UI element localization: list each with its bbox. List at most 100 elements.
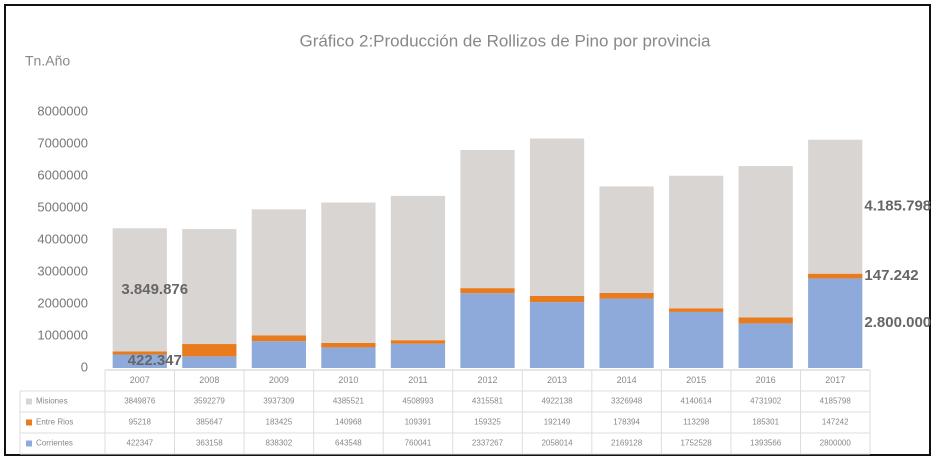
table-cell: 3592279 bbox=[194, 397, 226, 406]
table-cell: 95218 bbox=[129, 418, 152, 427]
table-cell: 385647 bbox=[196, 418, 223, 427]
x-tick-label: 2013 bbox=[547, 375, 567, 385]
legend-label: Corrientes bbox=[36, 439, 73, 448]
x-tick-label: 2017 bbox=[825, 375, 845, 385]
table-cell: 185301 bbox=[752, 418, 779, 427]
bar bbox=[182, 229, 237, 345]
bar bbox=[182, 356, 237, 368]
bar bbox=[529, 138, 585, 296]
bar bbox=[112, 354, 167, 368]
table-cell: 4731902 bbox=[750, 397, 782, 406]
x-tick-label: 2007 bbox=[130, 375, 150, 385]
bar bbox=[182, 344, 237, 357]
table-cell: 3326948 bbox=[611, 397, 643, 406]
y-tick-label: 7000000 bbox=[37, 135, 88, 150]
bar bbox=[251, 209, 306, 336]
table-cell: 643548 bbox=[335, 439, 362, 448]
bar bbox=[808, 139, 863, 274]
bar bbox=[321, 202, 376, 343]
table-cell: 4185798 bbox=[820, 397, 852, 406]
x-tick-label: 2014 bbox=[617, 375, 637, 385]
table-cell: 4385521 bbox=[333, 397, 365, 406]
table-cell: 178394 bbox=[613, 418, 640, 427]
bar bbox=[669, 308, 724, 312]
x-tick-label: 2012 bbox=[477, 375, 497, 385]
bar bbox=[738, 323, 793, 368]
table-cell: 363158 bbox=[196, 439, 223, 448]
legend-swatch bbox=[26, 398, 32, 405]
bar bbox=[669, 175, 724, 309]
table-cell: 838302 bbox=[266, 439, 293, 448]
chart-title: Gráfico 2:Producción de Rollizos de Pino… bbox=[299, 31, 711, 50]
table-cell: 2058014 bbox=[541, 439, 573, 448]
bar bbox=[808, 278, 863, 368]
table-cell: 1752528 bbox=[681, 439, 713, 448]
legend-label: Misiones bbox=[36, 397, 68, 406]
legend-label: Entre Rios bbox=[36, 418, 73, 427]
bar bbox=[390, 340, 446, 344]
table-cell: 422347 bbox=[126, 439, 153, 448]
bar bbox=[390, 195, 446, 341]
data-label: 422.347 bbox=[128, 352, 182, 369]
y-tick-label: 8000000 bbox=[37, 103, 88, 118]
y-tick-label: 4000000 bbox=[37, 231, 88, 246]
y-tick-label: 6000000 bbox=[37, 167, 88, 182]
x-tick-label: 2008 bbox=[199, 375, 219, 385]
x-tick-label: 2010 bbox=[338, 375, 358, 385]
table-cell: 3849876 bbox=[124, 397, 156, 406]
table-cell: 760041 bbox=[405, 439, 432, 448]
y-tick-label: 1000000 bbox=[37, 327, 88, 342]
x-tick-label: 2016 bbox=[756, 375, 776, 385]
bar bbox=[460, 288, 515, 294]
bar bbox=[460, 293, 515, 368]
y-tick-label: 0 bbox=[81, 359, 88, 374]
bar bbox=[321, 347, 376, 368]
table-cell: 113298 bbox=[683, 418, 710, 427]
bar bbox=[599, 298, 654, 368]
table-cell: 183425 bbox=[266, 418, 293, 427]
table-cell: 147242 bbox=[822, 418, 849, 427]
bar bbox=[460, 150, 515, 289]
y-tick-label: 2000000 bbox=[37, 295, 88, 310]
x-tick-label: 2015 bbox=[686, 375, 706, 385]
table-cell: 3937309 bbox=[263, 397, 295, 406]
bar bbox=[669, 311, 724, 368]
table-cell: 1393566 bbox=[750, 439, 782, 448]
bar bbox=[529, 295, 585, 303]
bar bbox=[112, 351, 167, 355]
x-tick-label: 2011 bbox=[408, 375, 427, 385]
bar bbox=[808, 273, 863, 279]
y-tick-label: 5000000 bbox=[37, 199, 88, 214]
bar bbox=[599, 292, 654, 299]
table-cell: 4922138 bbox=[541, 397, 573, 406]
table-cell: 4315581 bbox=[472, 397, 504, 406]
table-cell: 2800000 bbox=[820, 439, 852, 448]
bar bbox=[599, 186, 654, 293]
y-axis-label: Tn.Año bbox=[25, 53, 70, 69]
table-cell: 4508993 bbox=[402, 397, 434, 406]
x-tick-label: 2009 bbox=[269, 375, 289, 385]
table-cell: 109391 bbox=[405, 418, 432, 427]
data-label: 147.242 bbox=[864, 267, 918, 284]
table-cell: 140968 bbox=[335, 418, 362, 427]
y-tick-label: 3000000 bbox=[37, 263, 88, 278]
table-cell: 2337267 bbox=[472, 439, 504, 448]
data-label: 2.800.000 bbox=[864, 314, 931, 331]
bar bbox=[251, 341, 306, 368]
bar bbox=[321, 342, 376, 348]
legend-swatch bbox=[26, 419, 32, 426]
bar bbox=[738, 317, 793, 324]
bar bbox=[738, 166, 793, 318]
data-label: 4.185.798 bbox=[864, 198, 931, 215]
bar bbox=[251, 335, 306, 342]
bar bbox=[529, 302, 585, 368]
data-label: 3.849.876 bbox=[121, 281, 188, 298]
table-cell: 159325 bbox=[474, 418, 501, 427]
table-cell: 4140614 bbox=[681, 397, 713, 406]
bar bbox=[390, 343, 446, 368]
table-cell: 2169128 bbox=[611, 439, 643, 448]
legend-swatch bbox=[26, 440, 32, 447]
table-cell: 192149 bbox=[544, 418, 571, 427]
bar bbox=[112, 228, 167, 352]
